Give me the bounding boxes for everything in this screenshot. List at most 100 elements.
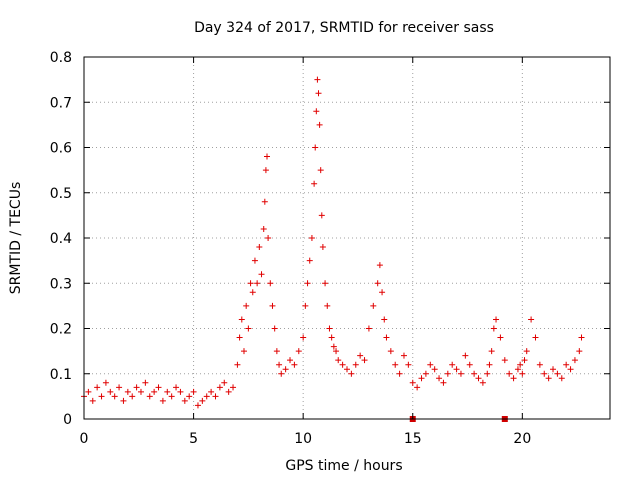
data-point [457,370,464,377]
data-point [142,379,149,386]
axis-ticks [83,56,610,420]
chart-title: Day 324 of 2017, SRMTID for receiver sas… [194,20,494,36]
data-point [245,325,252,332]
data-point [164,388,171,395]
data-point [376,262,383,269]
data-point [324,302,331,309]
data-point [328,334,335,341]
data-point [313,108,320,115]
data-point [528,316,535,323]
x-tick-label: 10 [294,431,312,447]
data-point [146,393,153,400]
data-point [541,370,548,377]
data-point [576,348,583,355]
data-point [462,352,469,359]
data-point [254,280,261,287]
y-axis-label: SRMTID / TECUs [8,182,24,295]
data-point [315,90,322,97]
x-tick-label: 20 [513,431,531,447]
data-point [124,388,131,395]
data-point [339,361,346,368]
data-point [550,366,557,373]
data-point [199,397,206,404]
data-point [194,402,201,409]
data-point [258,271,265,278]
data-point [506,370,513,377]
data-point [265,235,272,241]
y-tick-label: 0.7 [50,95,72,111]
data-point [318,212,325,219]
data-point [444,370,451,377]
y-tick-label: 0.2 [50,322,72,338]
data-point [352,361,359,368]
data-point [484,370,491,377]
data-point [335,357,342,364]
data-point [240,348,247,355]
data-point [98,393,105,400]
data-point [151,388,158,395]
data-point [381,316,388,323]
data-point [236,334,243,341]
data-point [302,302,309,309]
data-point [409,379,416,386]
data-point [436,375,443,382]
grid-lines [84,57,610,419]
y-tick-label: 0 [63,412,72,428]
y-tick-label: 0.8 [50,50,72,66]
data-point [532,334,539,341]
data-point [563,361,570,368]
data-point [249,289,256,296]
data-point [85,388,92,395]
data-point [545,375,552,382]
data-point [137,388,144,395]
data-point [212,393,219,400]
data-point [475,375,482,382]
data-point [490,325,497,332]
data-point [287,357,294,364]
data-point [221,379,228,386]
data-point [322,280,329,287]
data-point [278,370,285,377]
data-point [519,370,526,377]
data-point [392,361,399,368]
data-point [370,302,377,309]
data-point [120,397,127,404]
data-point [243,302,250,309]
data-point [479,379,486,386]
x-axis-label: GPS time / hours [285,458,402,474]
data-point [387,348,394,355]
data-point [300,334,307,341]
y-tick-labels: 0 0.1 0.2 0.3 0.4 0.5 0.6 0.7 0.8 [50,50,72,428]
data-point [317,167,324,174]
data-point [256,244,263,251]
data-point [466,361,473,368]
data-point [578,334,585,341]
data-point [348,370,355,377]
data-point [521,357,528,364]
data-points [81,76,585,409]
data-point [440,379,447,386]
data-point [330,343,337,350]
data-point [102,379,109,386]
data-point [326,325,333,332]
data-point [276,361,283,368]
data-point [247,280,254,287]
data-point [449,361,456,368]
data-point [129,393,136,400]
data-point [501,357,508,364]
data-point [571,357,578,364]
data-point [230,384,237,391]
data-point [273,348,280,355]
data-point [155,384,162,391]
data-point [94,384,101,391]
data-point [291,361,298,368]
data-point [216,384,223,391]
data-point [190,388,197,395]
x-tick-labels: 0 5 10 15 20 [80,431,532,447]
data-point [361,357,368,364]
data-point [314,76,321,83]
data-point [261,198,268,205]
data-point [418,375,425,382]
data-point [333,348,340,355]
